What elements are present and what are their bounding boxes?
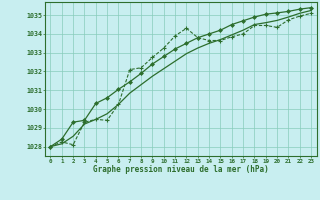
X-axis label: Graphe pression niveau de la mer (hPa): Graphe pression niveau de la mer (hPa): [93, 165, 269, 174]
